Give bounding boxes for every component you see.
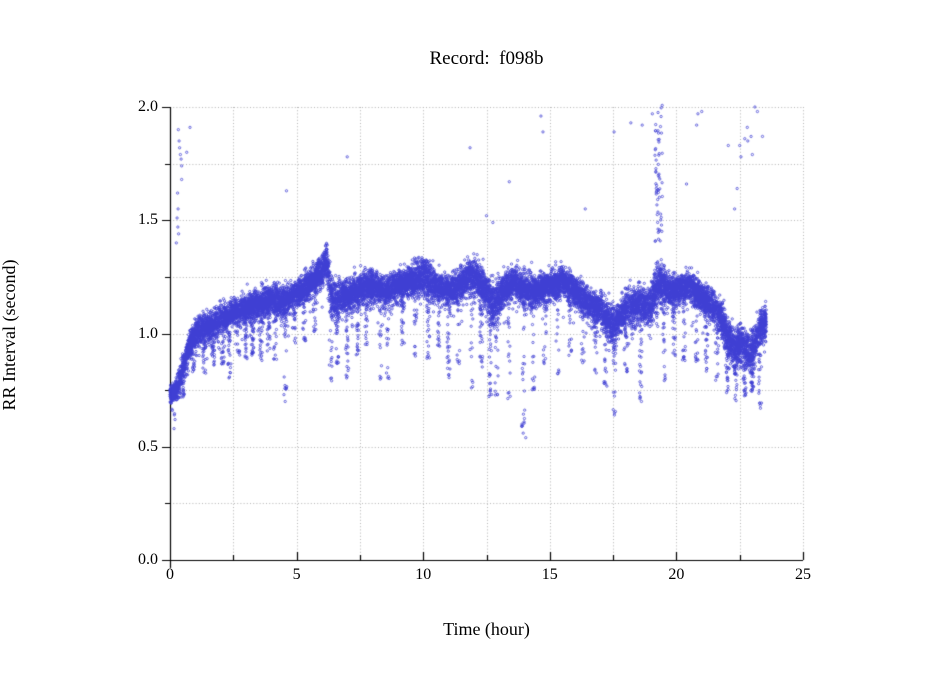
y-tick-label: 0.0 (138, 551, 158, 568)
x-axis-title: Time (hour) (443, 619, 530, 639)
x-tick-label: 25 (795, 566, 811, 583)
y-tick-label: 0.5 (138, 437, 158, 455)
x-tick-label: 5 (292, 566, 301, 583)
y-tick-label: 1.0 (138, 324, 158, 342)
x-tick-label: 15 (541, 566, 558, 583)
x-tick-label: 10 (415, 566, 432, 583)
chart-title: Record: f098b (429, 48, 544, 69)
y-tick-label: 1.5 (138, 211, 158, 229)
y-axis-title: RR Interval (second) (0, 259, 19, 411)
x-tick-label: 0 (166, 566, 174, 583)
x-tick-label: 20 (668, 566, 685, 583)
y-tick-label: 2.0 (138, 98, 158, 115)
